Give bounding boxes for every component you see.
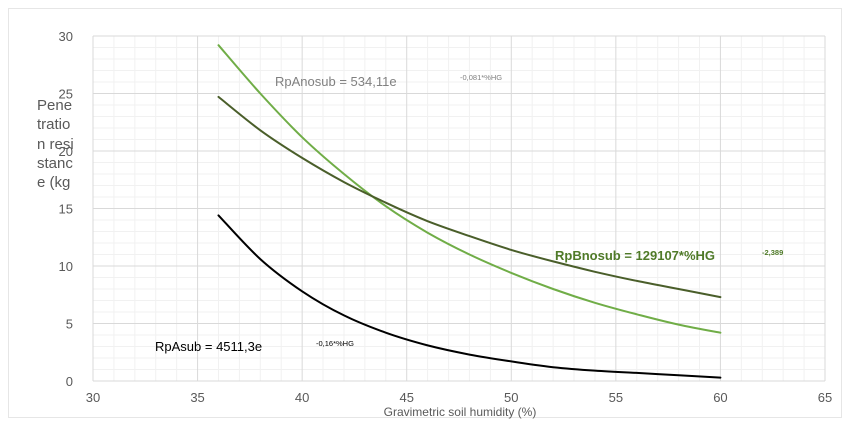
chart-frame	[8, 8, 842, 418]
x-tick-label: 55	[609, 390, 623, 405]
series-line-rpanosub	[217, 44, 722, 334]
x-tick-label: 35	[190, 390, 204, 405]
equation-annotations: RpAnosub = 534,11e -0,081*%HG RpBnosub = 1…	[155, 73, 783, 354]
equation-label: RpAsub = 4511,3e	[155, 339, 262, 354]
x-tick-label: 65	[818, 390, 832, 405]
y-tick-label: 0	[66, 374, 73, 389]
x-tick-label: 60	[713, 390, 727, 405]
x-tick-label: 45	[399, 390, 413, 405]
series-lines	[217, 44, 722, 379]
y-axis-label: Penetration resistance (kg	[37, 97, 74, 192]
y-tick-label: 30	[59, 29, 73, 44]
y-tick-label: 5	[66, 317, 73, 332]
tick-labels: 30 35 40 45 50 55 60 65 0 5 10 15 20 25 30	[59, 29, 833, 405]
equation-exponent: -2,389	[762, 248, 783, 257]
series-line-rpasub	[217, 214, 722, 379]
grid-lines	[92, 35, 826, 382]
equation-exponent: -0,081*%HG	[460, 73, 502, 82]
x-axis-label: Gravimetric soil humidity (%)	[384, 405, 537, 419]
y-tick-label: 15	[59, 202, 73, 217]
equation-label: RpAnosub = 534,11e	[275, 74, 397, 89]
y-tick-label: 25	[59, 87, 73, 102]
y-tick-label: 10	[59, 259, 73, 274]
equation-label: RpBnosub = 129107*%HG	[555, 248, 715, 263]
equation-exponent: -0,16*%HG	[316, 339, 354, 348]
x-tick-label: 50	[504, 390, 518, 405]
series-line-rpbnosub	[217, 95, 722, 299]
x-tick-label: 40	[295, 390, 309, 405]
x-tick-label: 30	[86, 390, 100, 405]
y-tick-label: 20	[59, 144, 73, 159]
